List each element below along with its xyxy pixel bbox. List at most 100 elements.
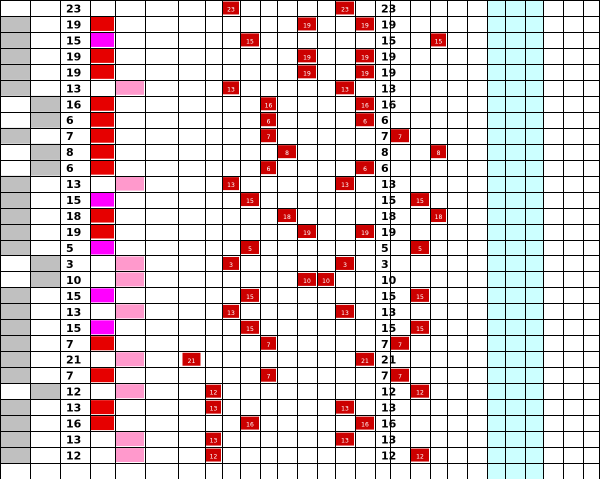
indicator-cell [91, 16, 114, 31]
value-right: 6 [381, 162, 389, 175]
marker-cell [261, 161, 276, 175]
grid-row: 13 13 13 13 [0, 303, 396, 320]
gray-cell [30, 143, 60, 160]
cyan-band [525, 0, 543, 479]
gray-cell [0, 15, 30, 32]
value-right: 7 [381, 130, 389, 143]
marker-cell [336, 177, 354, 191]
indicator-cell [116, 272, 144, 287]
marker-cell [241, 33, 259, 47]
grid-row: 5 5 5 5 [0, 239, 429, 256]
marker-label: 19 [303, 54, 311, 61]
marker-label: 19 [303, 22, 311, 29]
indicator-cell [91, 400, 114, 415]
marker-label: 15 [246, 38, 254, 45]
marker-label: 7 [398, 134, 402, 141]
marker-cell [278, 209, 296, 223]
marker-cell [411, 241, 429, 254]
marker-cell [241, 416, 259, 430]
value-right: 13 [381, 306, 396, 319]
marker-cell [356, 416, 374, 430]
value-left: 8 [66, 146, 74, 159]
indicator-cell [91, 160, 114, 175]
marker-label: 13 [210, 406, 218, 413]
value-left: 19 [66, 18, 81, 31]
indicator-cell [116, 448, 144, 463]
marker-cell [336, 1, 354, 15]
marker-label: 3 [229, 262, 233, 269]
indicator-cell [91, 320, 114, 335]
value-right: 19 [381, 50, 396, 63]
value-right: 6 [381, 114, 389, 127]
grid-row: 19 19 19 19 [0, 47, 396, 64]
marker-label: 23 [341, 6, 349, 13]
value-right: 19 [381, 226, 396, 239]
gray-cell [30, 271, 60, 288]
gray-cell [0, 335, 30, 352]
marker-cell [241, 193, 259, 207]
value-right: 13 [381, 178, 396, 191]
gray-cell [0, 399, 30, 416]
value-right: 19 [381, 18, 396, 31]
gray-cell [0, 191, 30, 208]
marker-cell [411, 384, 429, 398]
marker-label: 16 [361, 422, 369, 429]
marker-cell [431, 209, 446, 223]
marker-cell [261, 129, 276, 143]
marker-label: 21 [188, 358, 196, 365]
cyan-band [505, 0, 525, 479]
marker-label: 15 [416, 198, 424, 205]
indicator-cell [91, 224, 114, 239]
grid-row: 16 16 16 16 [30, 95, 397, 112]
marker-cell [391, 368, 409, 382]
marker-cell [411, 448, 429, 462]
marker-cell [391, 336, 409, 350]
value-right: 8 [381, 146, 389, 159]
value-right: 21 [381, 354, 396, 367]
value-left: 5 [66, 242, 74, 255]
value-left: 10 [66, 274, 82, 287]
grid-row: 19 19 19 19 [0, 63, 396, 80]
indicator-cell [116, 256, 144, 271]
marker-label: 7 [267, 374, 271, 381]
value-left: 15 [66, 322, 81, 335]
marker-label: 5 [418, 246, 422, 253]
marker-label: 15 [416, 294, 424, 301]
marker-cell [336, 400, 354, 414]
marker-label: 7 [398, 342, 402, 349]
marker-cell [261, 97, 276, 111]
gray-cell [0, 63, 30, 80]
marker-cell [356, 352, 374, 366]
marker-cell [336, 81, 354, 95]
gray-cell [0, 447, 30, 464]
marker-cell [241, 241, 259, 254]
marker-cell [206, 448, 221, 462]
grid-row: 13 13 13 13 [0, 175, 396, 192]
grid-row: 7 7 7 7 [0, 335, 409, 352]
gray-cell [30, 255, 60, 272]
marker-cell [356, 97, 374, 111]
value-left: 15 [66, 290, 81, 303]
marker-label: 8 [437, 150, 441, 157]
value-left: 19 [66, 66, 81, 79]
grid-row: 6 6 6 6 [30, 111, 389, 128]
value-left: 21 [66, 354, 81, 367]
gray-cell [0, 239, 30, 256]
value-right: 13 [381, 402, 396, 415]
marker-label: 7 [398, 374, 402, 381]
marker-label: 13 [341, 438, 349, 445]
marker-cell [223, 304, 239, 318]
grid-row: 15 15 15 15 [0, 191, 429, 208]
grid-row: 12 12 12 12 [0, 447, 429, 464]
indicator-cell [116, 304, 144, 319]
value-right: 13 [381, 434, 396, 447]
marker-label: 16 [265, 102, 273, 109]
indicator-cell [91, 240, 114, 255]
grid-row: 18 18 18 18 [0, 207, 446, 224]
indicator-cell [116, 80, 144, 95]
indicator-cell [91, 144, 114, 159]
marker-label: 10 [303, 278, 311, 285]
value-left: 3 [66, 258, 74, 271]
